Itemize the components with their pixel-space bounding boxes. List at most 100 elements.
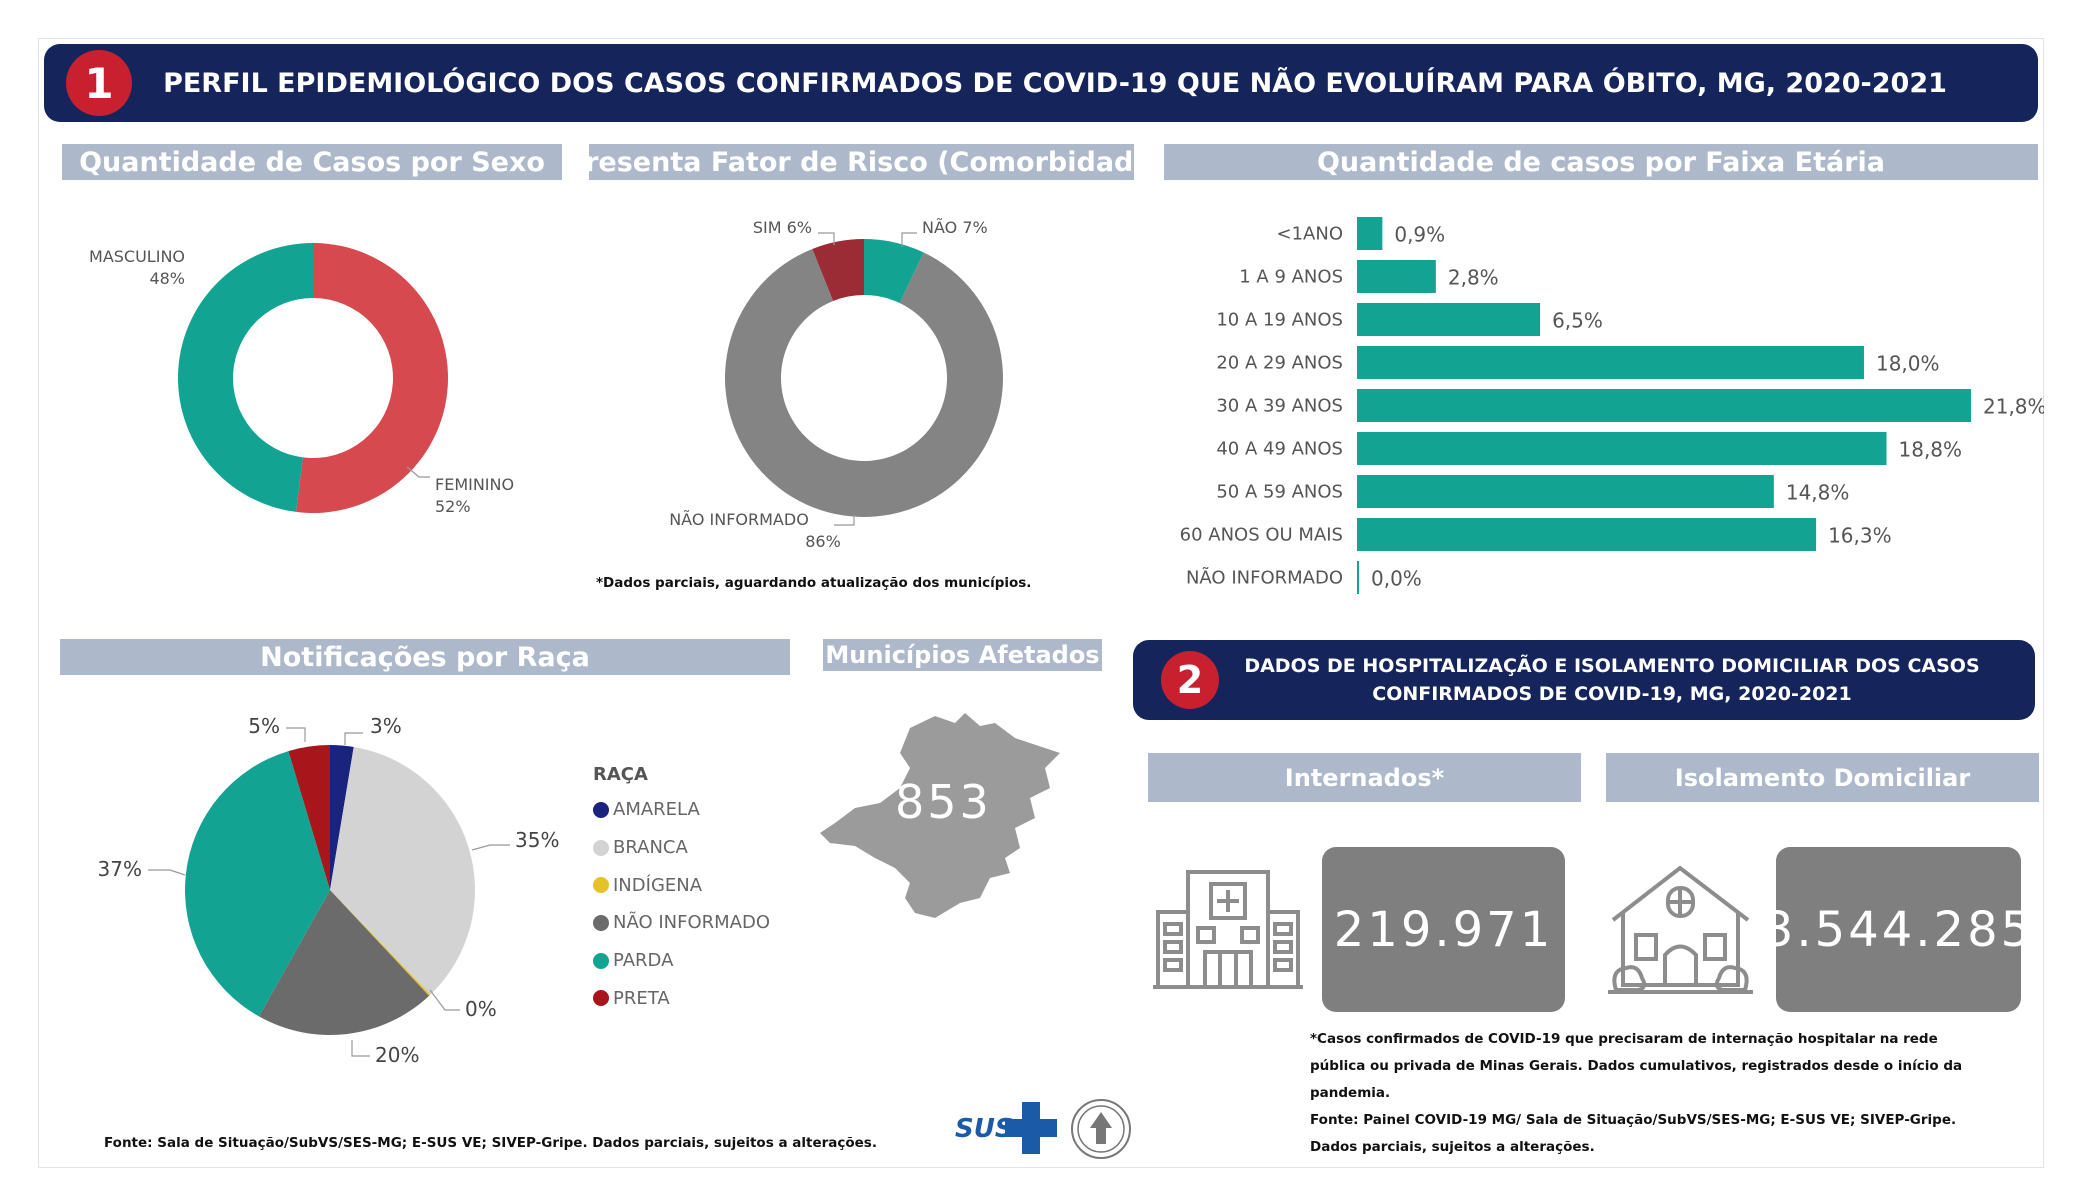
hospital-icon bbox=[1153, 870, 1303, 989]
race-legend: RAÇA AMARELA BRANCA INDÍGENA NÃO INFORMADO P… bbox=[593, 764, 793, 1017]
legend-swatch bbox=[593, 914, 609, 931]
leader-line bbox=[286, 727, 306, 742]
data-label: 48% bbox=[149, 269, 185, 288]
footnote-left: Fonte: Sala de Situação/SubVS/SES-MG; E-… bbox=[104, 1135, 877, 1151]
bar-value-label: 2,8% bbox=[1448, 266, 1499, 290]
legend-swatch bbox=[593, 877, 609, 894]
bar bbox=[1357, 260, 1436, 293]
pie-slice bbox=[812, 239, 864, 301]
pie-slice bbox=[725, 248, 1003, 517]
bar-value-label: 16,3% bbox=[1828, 524, 1892, 548]
y-tick-label: <1ANO bbox=[1277, 224, 1343, 245]
municipios-header: Municípios Afetados bbox=[823, 639, 1102, 671]
footnote-right-line: Fonte: Painel COVID-19 MG/ Sala de Situa… bbox=[1310, 1112, 1957, 1128]
municipios-value: 853 bbox=[895, 775, 992, 829]
legend-label: PARDA bbox=[613, 950, 674, 972]
data-label: MASCULINO bbox=[89, 247, 185, 266]
legend-label: NÃO INFORMADO bbox=[613, 912, 771, 934]
internados-value: 219.971 bbox=[1322, 847, 1565, 1012]
sex-donut-chart: FEMININO 52% MASCULINO 48% bbox=[89, 243, 514, 516]
bar bbox=[1357, 475, 1774, 508]
bar-value-label: 6,5% bbox=[1552, 309, 1603, 333]
bar bbox=[1357, 432, 1887, 465]
data-label: 3% bbox=[370, 714, 402, 738]
legend-item: INDÍGENA bbox=[593, 866, 793, 904]
leader-line bbox=[429, 989, 460, 1011]
isolamento-value: 3.544.285 bbox=[1763, 847, 2031, 1012]
data-label: 5% bbox=[248, 714, 280, 738]
bar-value-label: 18,0% bbox=[1876, 352, 1940, 376]
bar bbox=[1357, 217, 1383, 250]
leader-line bbox=[901, 232, 917, 247]
legend-item: BRANCA bbox=[593, 829, 793, 867]
section1-title: PERFIL EPIDEMIOLÓGICO DOS CASOS CONFIRMA… bbox=[163, 67, 1947, 99]
legend-item: AMARELA bbox=[593, 791, 793, 829]
data-label: 35% bbox=[515, 828, 559, 852]
legend-item: PRETA bbox=[593, 979, 793, 1017]
legend-label: AMARELA bbox=[613, 799, 700, 821]
leader-line bbox=[471, 844, 510, 851]
y-tick-label: 1 A 9 ANOS bbox=[1239, 267, 1343, 288]
leader-line bbox=[148, 869, 186, 876]
footnote-right-line: pública ou privada de Minas Gerais. Dado… bbox=[1310, 1058, 1963, 1074]
legend-label: INDÍGENA bbox=[613, 874, 703, 896]
bar-value-label: 14,8% bbox=[1786, 481, 1850, 505]
legend-swatch bbox=[593, 990, 609, 1007]
isolamento-header: Isolamento Domiciliar bbox=[1606, 753, 2039, 802]
bar bbox=[1357, 303, 1541, 336]
data-label: NÃO INFORMADO bbox=[669, 510, 809, 529]
pie-slice bbox=[330, 745, 354, 890]
risk-donut-chart: NÃO 7% SIM 6% NÃO INFORMADO 86% bbox=[669, 218, 1003, 551]
sus-logo: SUS bbox=[955, 1100, 1057, 1156]
data-label: 52% bbox=[435, 497, 471, 516]
data-label: NÃO 7% bbox=[922, 218, 988, 237]
bar bbox=[1357, 346, 1864, 379]
legend-swatch bbox=[593, 801, 609, 818]
legend-swatch bbox=[593, 839, 609, 856]
section2-title-line2: CONFIRMADOS DE COVID-19, MG, 2020-2021 bbox=[1372, 683, 1852, 705]
pie-slice bbox=[288, 745, 330, 890]
sex-chart-header: Quantidade de Casos por Sexo bbox=[62, 144, 562, 180]
bar bbox=[1357, 518, 1817, 551]
age-bar-chart: <1ANO 0,9% 1 A 9 ANOS 2,8% 10 A 19 ANOS 6,5% 2… bbox=[1180, 217, 2044, 594]
legend-item: NÃO INFORMADO bbox=[593, 904, 793, 942]
legend-item: PARDA bbox=[593, 942, 793, 980]
footnote-right-line: pandemia. bbox=[1310, 1085, 1391, 1101]
race-pie-chart: 3% 35% 0% 20% 37% 5% bbox=[98, 714, 560, 1067]
bar-value-label: 0,0% bbox=[1371, 567, 1422, 591]
risk-chart-header: Apresenta Fator de Risco (Comorbidade*) bbox=[589, 144, 1134, 180]
sus-logo-text: SUS bbox=[955, 1114, 1014, 1144]
section2-number-badge: 2 bbox=[1161, 651, 1219, 709]
page-frame bbox=[38, 38, 2044, 1168]
y-tick-label: 60 ANOS OU MAIS bbox=[1180, 525, 1343, 546]
state-seal-icon bbox=[1071, 1099, 1131, 1159]
footnote-right: *Casos confirmados de COVID-19 que preci… bbox=[1310, 1026, 2010, 1161]
pie-slice bbox=[864, 239, 924, 304]
leader-line bbox=[351, 1040, 370, 1057]
race-chart-header: Notificações por Raça bbox=[60, 639, 790, 675]
section1-number-badge: 1 bbox=[66, 50, 132, 116]
bar-value-label: 21,8% bbox=[1983, 395, 2044, 419]
y-tick-label: 30 A 39 ANOS bbox=[1216, 396, 1343, 417]
y-tick-label: 50 A 59 ANOS bbox=[1216, 482, 1343, 503]
section2-title: DADOS DE HOSPITALIZAÇÃO E ISOLAMENTO DOM… bbox=[1219, 652, 2035, 708]
data-label: 0% bbox=[465, 997, 497, 1021]
leader-line bbox=[344, 732, 363, 745]
data-label: SIM 6% bbox=[753, 218, 812, 237]
risk-footnote: *Dados parciais, aguardando atualização … bbox=[596, 575, 1032, 591]
bar bbox=[1357, 561, 1359, 594]
sus-cross-icon bbox=[1005, 1102, 1057, 1154]
data-label: 20% bbox=[375, 1043, 419, 1067]
leader-line bbox=[406, 466, 430, 478]
footnote-right-line: *Casos confirmados de COVID-19 que preci… bbox=[1310, 1031, 1938, 1047]
pie-slice bbox=[296, 243, 448, 513]
internados-header: Internados* bbox=[1148, 753, 1581, 802]
footnote-right-line: Dados parciais, sujeitos a alterações. bbox=[1310, 1139, 1595, 1155]
section2-title-line1: DADOS DE HOSPITALIZAÇÃO E ISOLAMENTO DOM… bbox=[1244, 655, 1980, 677]
legend-label: PRETA bbox=[613, 987, 670, 1009]
pie-slice bbox=[184, 751, 330, 1017]
minas-gerais-map-icon bbox=[820, 713, 1060, 918]
legend-swatch bbox=[593, 952, 609, 969]
leader-line bbox=[834, 515, 855, 526]
data-label: FEMININO bbox=[435, 475, 514, 494]
